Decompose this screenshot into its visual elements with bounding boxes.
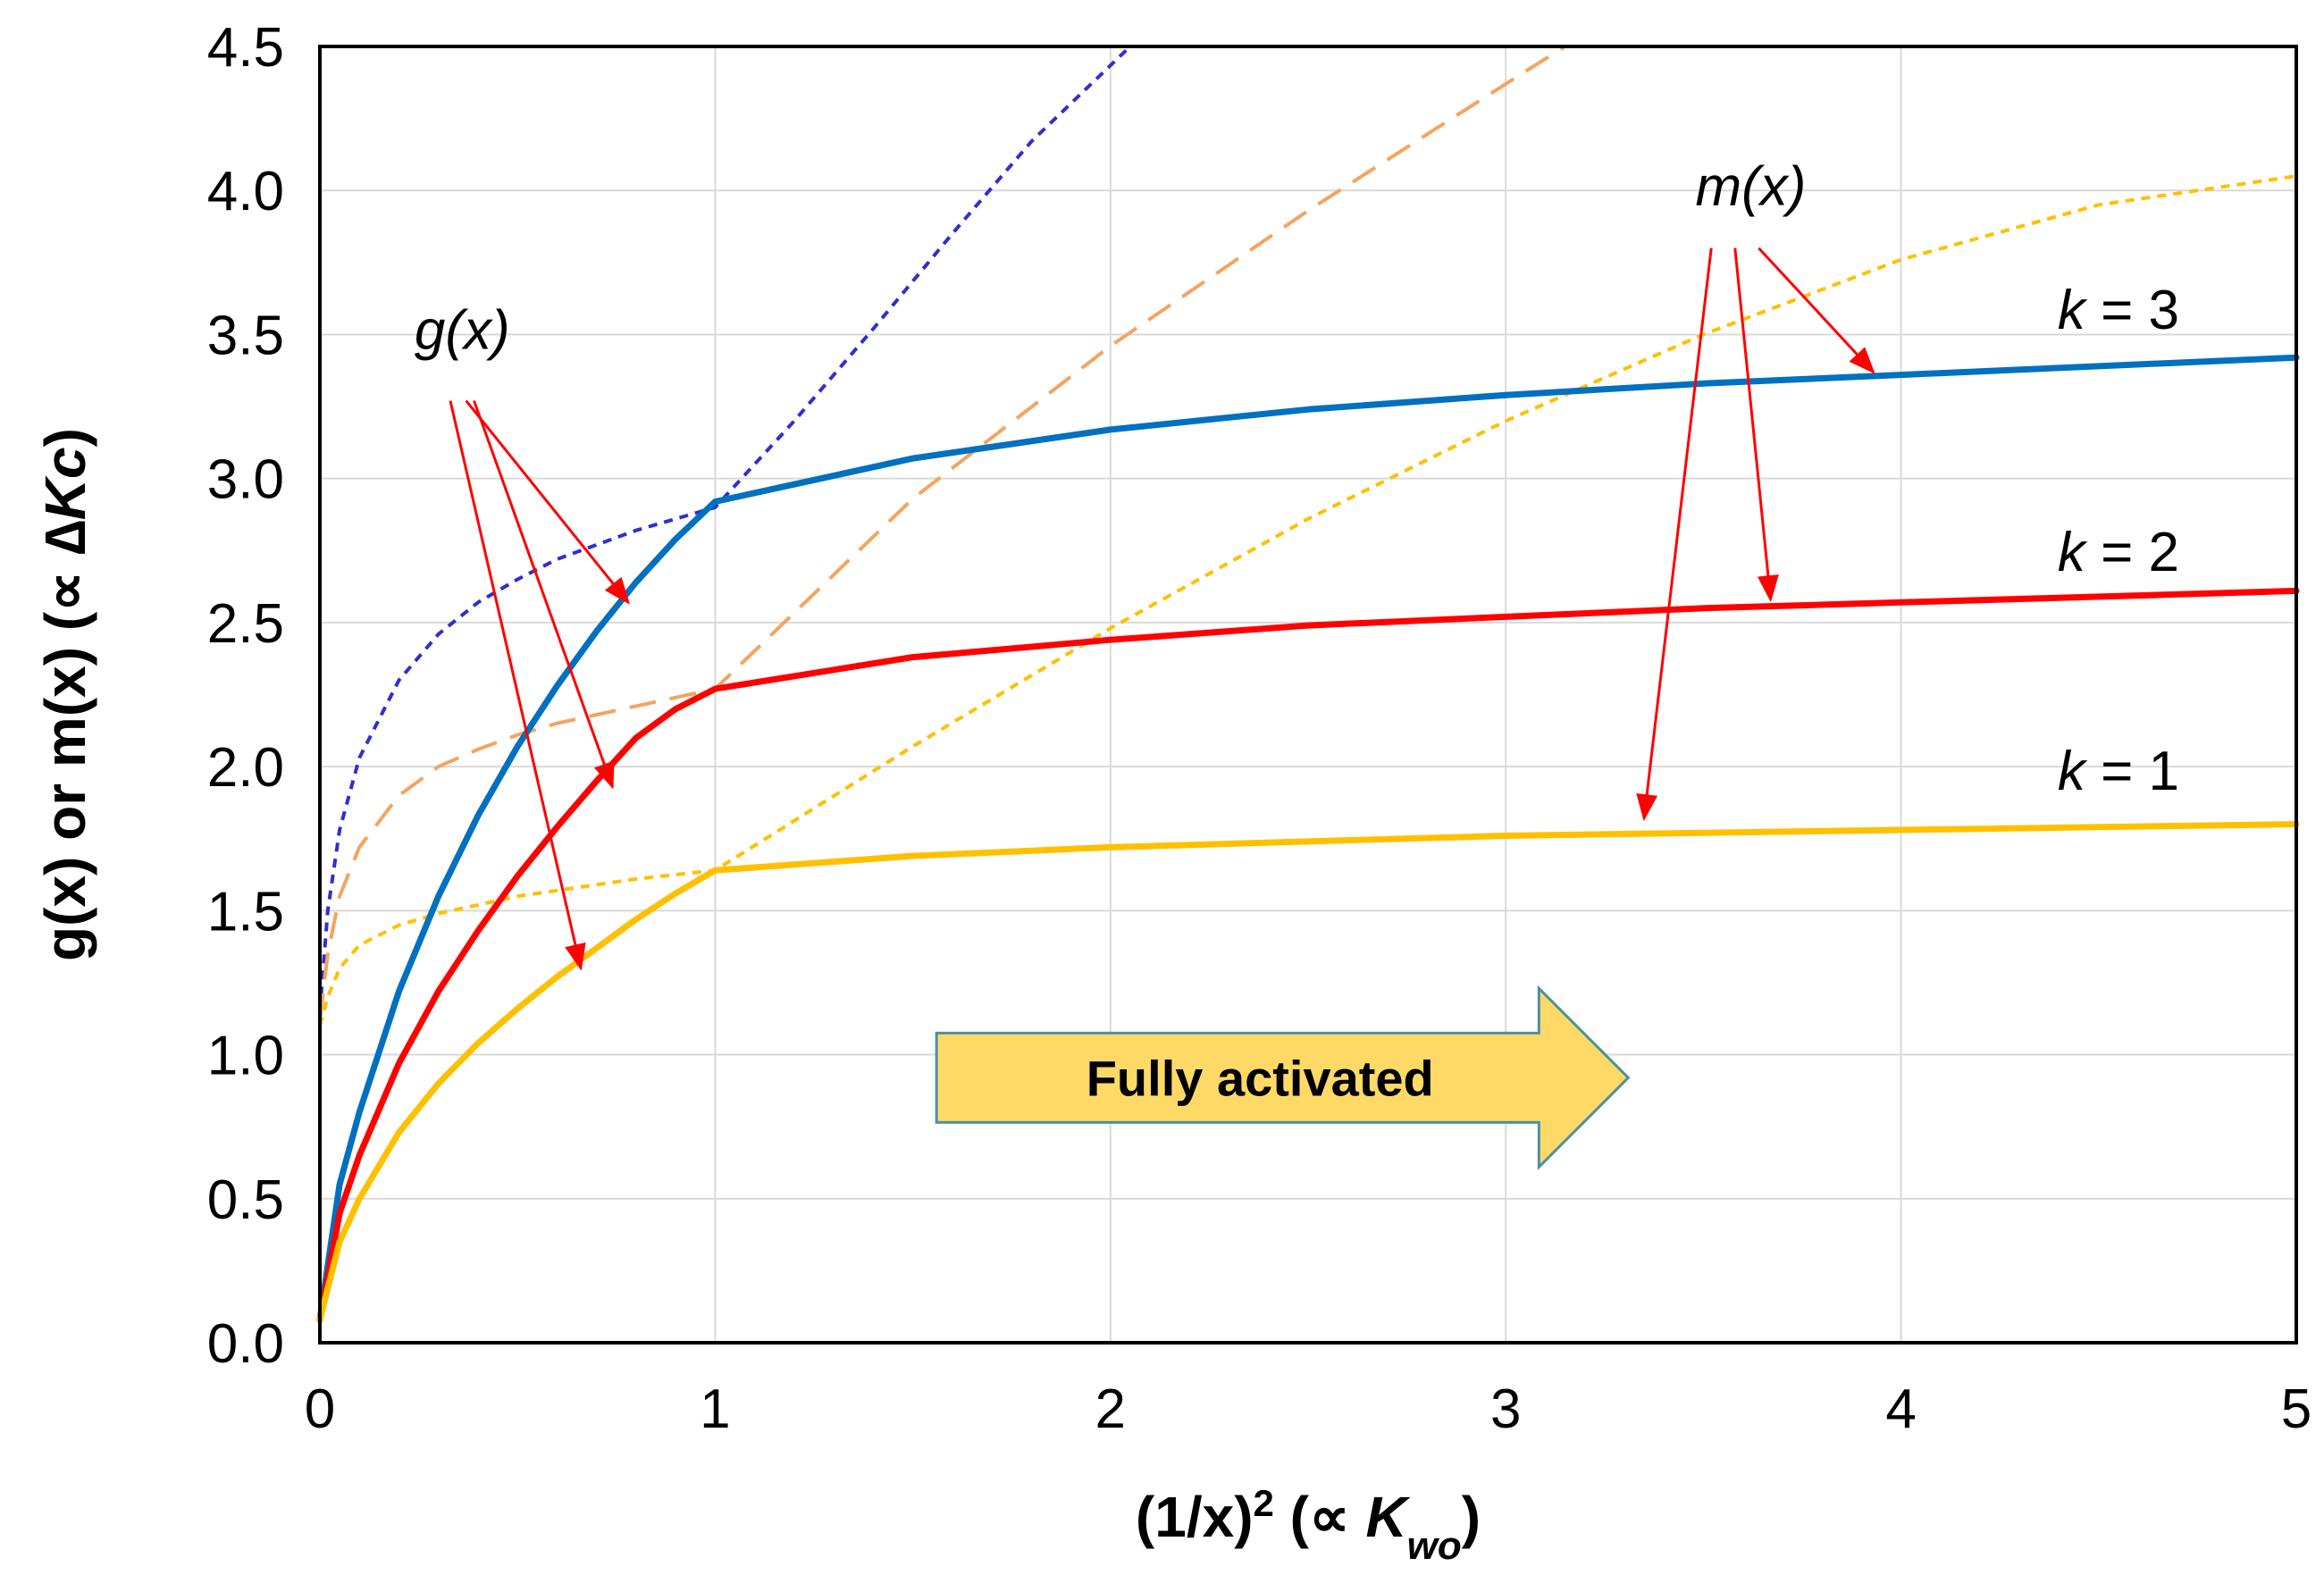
tick-labels: 0.0 0.5 1.0 1.5 2.0 2.5 3.0 3.5 4.0 4.5 0 1 2 3 4 5 <box>207 17 2311 1440</box>
y-tick-label: 4.0 <box>207 161 284 222</box>
y-tick-label: 4.5 <box>207 17 284 79</box>
banner-layer: Fully activated <box>935 984 1631 1170</box>
annotation-arrow <box>1636 247 1713 822</box>
x-tick-label: 4 <box>1885 1378 1916 1440</box>
x-tick-label: 5 <box>2281 1378 2311 1440</box>
x-tick-label: 1 <box>700 1378 730 1440</box>
gridlines <box>319 46 2297 1344</box>
fully-activated-arrow <box>935 984 1631 1170</box>
y-tick-label: 1.0 <box>207 1026 284 1087</box>
y-tick-label: 3.5 <box>207 305 284 366</box>
x-axis-title: (1/x)2 (∝ Kwo) <box>1136 1482 1481 1568</box>
x-tick-label: 0 <box>305 1378 335 1440</box>
m-label: m(x) <box>1696 155 1807 217</box>
y-tick-label: 3.0 <box>207 449 284 511</box>
annotation-arrow <box>473 400 615 790</box>
series-layer <box>316 45 2300 1323</box>
g-label: g(x) <box>415 300 510 362</box>
k3-label: k = 3 <box>2058 280 2179 341</box>
annotation-arrow <box>449 400 586 971</box>
k2-label: k = 2 <box>2058 522 2179 583</box>
series-line-k-2-solid <box>316 587 2300 1323</box>
annotation-arrow <box>1733 247 1779 603</box>
annotation-arrows <box>449 247 1875 971</box>
y-tick-label: 2.0 <box>207 737 284 799</box>
fully-activated-label: Fully activated <box>1086 1050 1434 1106</box>
x-tick-label: 3 <box>1490 1378 1521 1440</box>
annotation-arrow <box>465 399 630 605</box>
series-line-k-1-solid <box>316 821 2300 1323</box>
y-axis-title: g(x) or m(x) (∝ ∆Kc) <box>33 428 97 961</box>
k1-label: k = 1 <box>2058 741 2179 802</box>
plot-frame <box>318 45 2298 1345</box>
y-tick-label: 0.0 <box>207 1313 284 1375</box>
y-tick-label: 0.5 <box>207 1169 284 1231</box>
series-line-k-3-solid <box>316 354 2300 1323</box>
annotation-labels: g(x) m(x) k = 3 k = 2 k = 1 <box>415 155 2179 802</box>
x-tick-label: 2 <box>1095 1378 1126 1440</box>
y-tick-label: 1.5 <box>207 881 284 942</box>
annotation-arrow <box>1758 247 1875 374</box>
series-line-k-2-dashed <box>318 45 1566 1021</box>
series-line-k-1-dashed <box>318 174 2297 1026</box>
y-tick-label: 2.5 <box>207 593 284 655</box>
